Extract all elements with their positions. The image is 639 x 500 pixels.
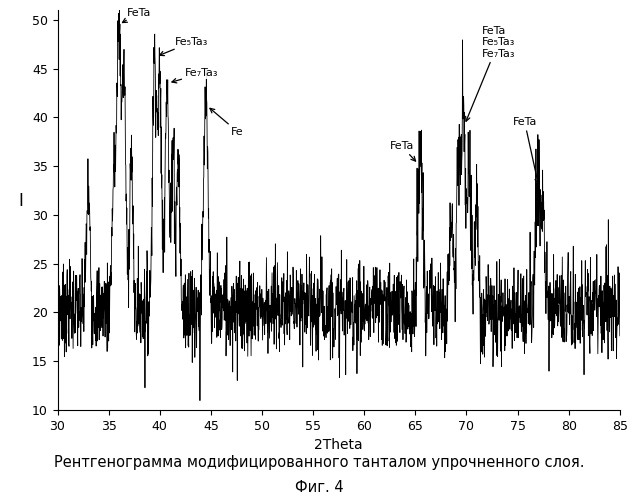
X-axis label: 2Theta: 2Theta xyxy=(314,438,363,452)
Text: Fe₅Ta₃: Fe₅Ta₃ xyxy=(160,37,208,56)
Text: Fe₇Ta₃: Fe₇Ta₃ xyxy=(172,68,219,83)
Text: FeTa
Fe₅Ta₃
Fe₇Ta₃: FeTa Fe₅Ta₃ Fe₇Ta₃ xyxy=(466,26,515,122)
Text: FeTa: FeTa xyxy=(390,142,415,161)
Text: FeTa: FeTa xyxy=(123,8,151,22)
Text: FeTa: FeTa xyxy=(512,117,539,184)
Text: Фиг. 4: Фиг. 4 xyxy=(295,480,344,495)
Text: Рентгенограмма модифицированного танталом упрочненного слоя.: Рентгенограмма модифицированного тантало… xyxy=(54,455,585,470)
Y-axis label: I: I xyxy=(19,192,23,210)
Text: Fe: Fe xyxy=(210,108,244,137)
